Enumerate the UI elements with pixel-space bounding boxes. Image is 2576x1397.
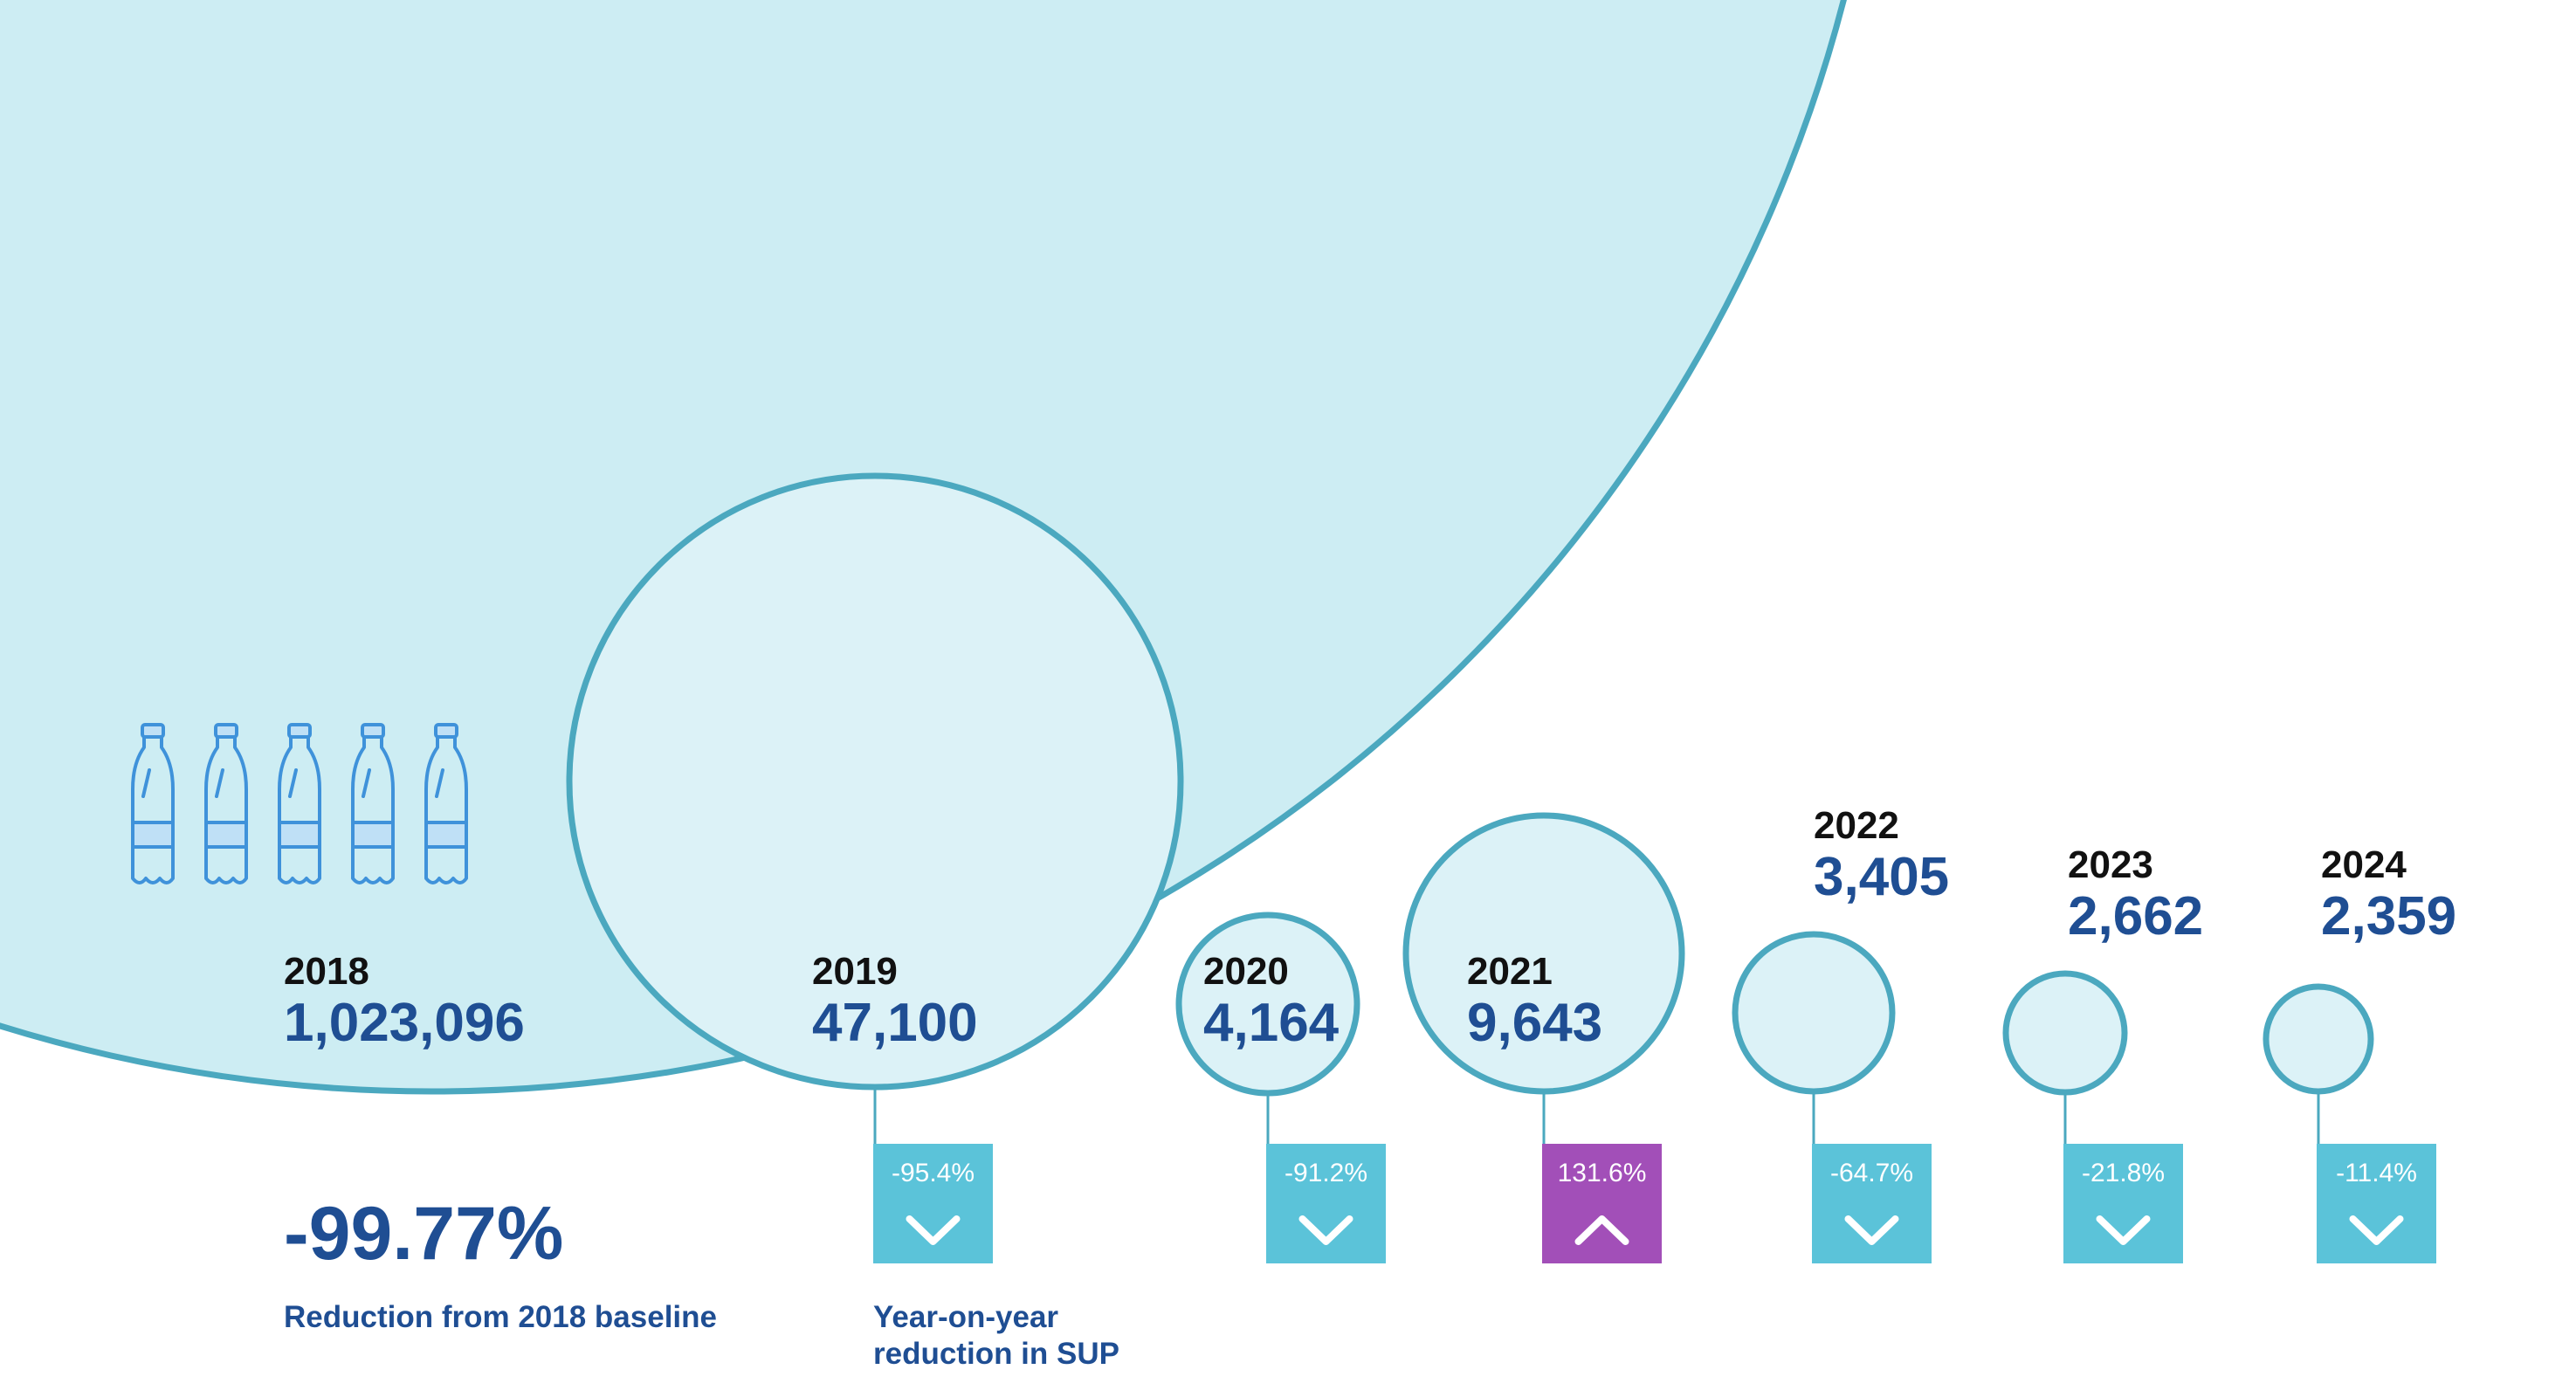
change-label-2023: -21.8% — [2082, 1159, 2165, 1187]
bubble-2022 — [1732, 931, 1896, 1095]
bottle-icons — [131, 723, 468, 884]
bottle-icon — [131, 723, 175, 884]
headline-caption: Reduction from 2018 baseline — [284, 1300, 717, 1334]
headline-reduction: -99.77% — [284, 1192, 563, 1276]
change-label-2022: -64.7% — [1830, 1159, 1913, 1187]
bubble-layer — [0, 0, 2374, 1097]
change-label-2020: -91.2% — [1285, 1159, 1367, 1187]
chevron-down-icon — [906, 1215, 961, 1245]
chevron-up-icon — [1574, 1215, 1629, 1245]
year-label-2020: 2020 — [1203, 950, 1289, 993]
chevron-down-icon — [2096, 1215, 2151, 1245]
value-label-2020: 4,164 — [1203, 993, 1340, 1053]
bottle-icon — [351, 723, 395, 884]
year-label-2021: 2021 — [1467, 950, 1553, 993]
bottle-icon — [424, 723, 468, 884]
year-label-2019: 2019 — [812, 950, 898, 993]
value-label-2018: 1,023,096 — [284, 993, 525, 1053]
year-label-2022: 2022 — [1814, 804, 1899, 847]
change-label-2019: -95.4% — [892, 1159, 975, 1187]
change-label-2024: -11.4% — [2336, 1159, 2417, 1187]
value-label-2024: 2,359 — [2321, 886, 2456, 946]
yoy-caption-line-1: Year-on-year — [873, 1300, 1058, 1334]
year-label-2023: 2023 — [2068, 843, 2153, 886]
bottle-icon — [278, 723, 321, 884]
bubble-2024 — [2263, 983, 2374, 1095]
yoy-caption-line-2: reduction in SUP — [873, 1337, 1119, 1371]
chevron-down-icon — [1844, 1215, 1899, 1245]
value-label-2022: 3,405 — [1814, 847, 1949, 907]
bottle-icon — [204, 723, 248, 884]
year-label-2018: 2018 — [284, 950, 369, 993]
bubble-2023 — [2002, 970, 2128, 1096]
change-label-2021: 131.6% — [1558, 1159, 1647, 1187]
chevron-down-icon — [2349, 1215, 2404, 1245]
chevron-down-icon — [1298, 1215, 1353, 1245]
change-badge-2021 — [1542, 1144, 1662, 1263]
value-label-2021: 9,643 — [1467, 993, 1602, 1053]
value-label-2019: 47,100 — [812, 993, 978, 1053]
value-label-2023: 2,662 — [2068, 886, 2203, 946]
year-label-2024: 2024 — [2321, 843, 2407, 886]
change-badges: -95.4% -91.2% 131.6% -64.7% -21.8% -11.4% — [873, 1087, 2436, 1263]
